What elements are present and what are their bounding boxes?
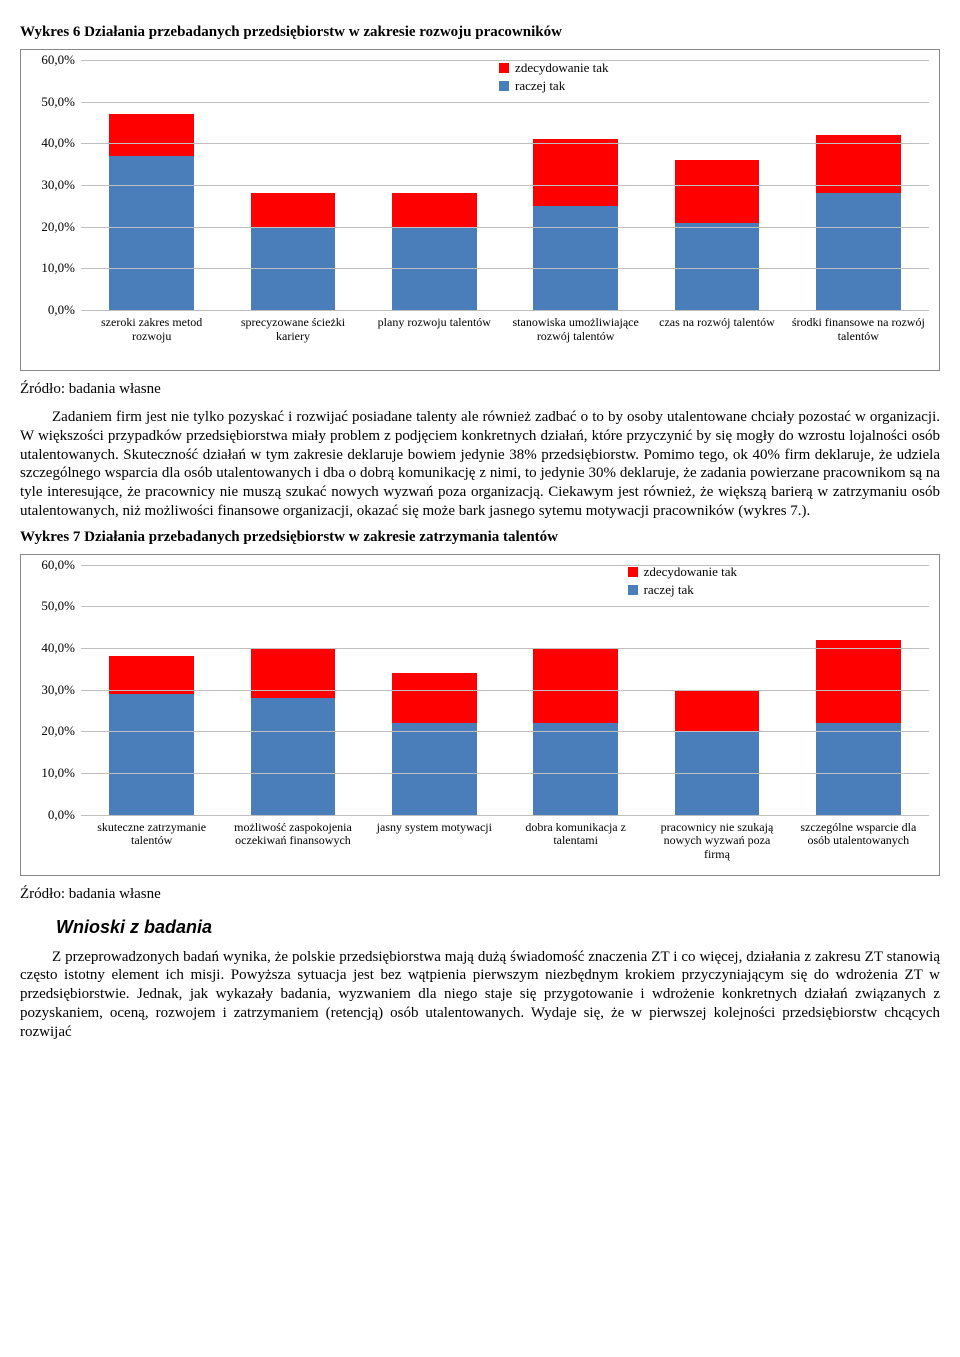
gridline [81,268,929,269]
gridline [81,310,929,311]
bar-segment-raczej-tak [533,206,618,310]
chart7-legend: zdecydowanie tak raczej tak [628,564,737,598]
y-tick-label: 50,0% [41,94,75,110]
x-label: środki finansowe na rozwój talentów [788,312,929,370]
bar-segment-zdecydowanie-tak [675,690,760,732]
y-tick-label: 10,0% [41,765,75,781]
chart6: 0,0% 10,0% 20,0% 30,0% 40,0% 50,0% 60,0% szero… [20,49,940,371]
legend-item: zdecydowanie tak [628,564,737,580]
section-heading: Wnioski z badania [56,917,940,938]
gridline [81,143,929,144]
x-label: stanowiska umożliwiające rozwój talentów [505,312,646,370]
legend-swatch [628,585,638,595]
bar-segment-zdecydowanie-tak [392,673,477,723]
legend-item: raczej tak [499,78,608,94]
bar [392,673,477,815]
y-tick-label: 30,0% [41,682,75,698]
gridline [81,606,929,607]
legend-item: zdecydowanie tak [499,60,608,76]
y-tick-label: 40,0% [41,640,75,656]
bar-segment-zdecydowanie-tak [816,640,901,723]
x-label: szczególne wsparcie dla osób utalentowan… [788,817,929,875]
bar-segment-raczej-tak [251,698,336,815]
bar-segment-zdecydowanie-tak [251,193,336,226]
bar [816,135,901,310]
bar-segment-raczej-tak [816,723,901,815]
bar-segment-raczej-tak [109,694,194,815]
y-tick-label: 10,0% [41,260,75,276]
legend-label: zdecydowanie tak [644,564,737,580]
x-label: sprecyzowane ścieżki kariery [222,312,363,370]
chart6-legend: zdecydowanie tak raczej tak [499,60,608,94]
legend-swatch [628,567,638,577]
legend-swatch [499,63,509,73]
gridline [81,227,929,228]
bar-segment-raczej-tak [109,156,194,310]
bar [675,690,760,815]
bar [816,640,901,815]
y-tick-label: 0,0% [48,807,75,823]
gridline [81,102,929,103]
y-tick-label: 60,0% [41,52,75,68]
x-label: plany rozwoju talentów [364,312,505,370]
x-label: jasny system motywacji [364,817,505,875]
x-label: czas na rozwój talentów [646,312,787,370]
paragraph-2-text: Z przeprowadzonych badań wynika, że pols… [20,949,940,1040]
bar-segment-zdecydowanie-tak [392,193,477,226]
y-tick-label: 30,0% [41,177,75,193]
gridline [81,648,929,649]
bar [533,139,618,310]
bar [109,656,194,814]
paragraph-2: Z przeprowadzonych badań wynika, że pols… [20,948,940,1042]
bar-segment-raczej-tak [675,223,760,311]
x-label: dobra komunikacja z talentami [505,817,646,875]
y-tick-label: 60,0% [41,557,75,573]
gridline [81,565,929,566]
gridline [81,815,929,816]
bar [392,193,477,310]
y-tick-label: 20,0% [41,723,75,739]
legend-label: zdecydowanie tak [515,60,608,76]
chart6-source: Źródło: badania własne [20,381,940,398]
bar-segment-raczej-tak [392,723,477,815]
paragraph-1: Zadaniem firm jest nie tylko pozyskać i … [20,408,940,521]
legend-label: raczej tak [644,582,694,598]
y-tick-label: 0,0% [48,302,75,318]
x-label: skuteczne zatrzymanie talentów [81,817,222,875]
bar [251,193,336,310]
bar-segment-zdecydowanie-tak [533,139,618,206]
bar-segment-zdecydowanie-tak [109,114,194,156]
x-label: szeroki zakres metod rozwoju [81,312,222,370]
x-label: możliwość zaspokojenia oczekiwań finanso… [222,817,363,875]
chart7-title: Wykres 7 Działania przebadanych przedsię… [20,529,940,546]
gridline [81,731,929,732]
bar-segment-zdecydowanie-tak [533,648,618,723]
y-tick-label: 20,0% [41,219,75,235]
legend-label: raczej tak [515,78,565,94]
chart7-source: Źródło: badania własne [20,886,940,903]
bar [675,160,760,310]
bar-segment-zdecydowanie-tak [109,656,194,693]
paragraph-1-text: Zadaniem firm jest nie tylko pozyskać i … [20,409,940,519]
chart6-title: Wykres 6 Działania przebadanych przedsię… [20,24,940,41]
gridline [81,690,929,691]
legend-item: raczej tak [628,582,737,598]
y-tick-label: 40,0% [41,135,75,151]
legend-swatch [499,81,509,91]
chart7: 0,0% 10,0% 20,0% 30,0% 40,0% 50,0% 60,0% skute… [20,554,940,876]
y-tick-label: 50,0% [41,598,75,614]
bar-segment-raczej-tak [816,193,901,310]
bar-segment-zdecydowanie-tak [675,160,760,223]
gridline [81,185,929,186]
x-label: pracownicy nie szukają nowych wyzwań poz… [646,817,787,875]
bar-segment-raczej-tak [533,723,618,815]
gridline [81,773,929,774]
